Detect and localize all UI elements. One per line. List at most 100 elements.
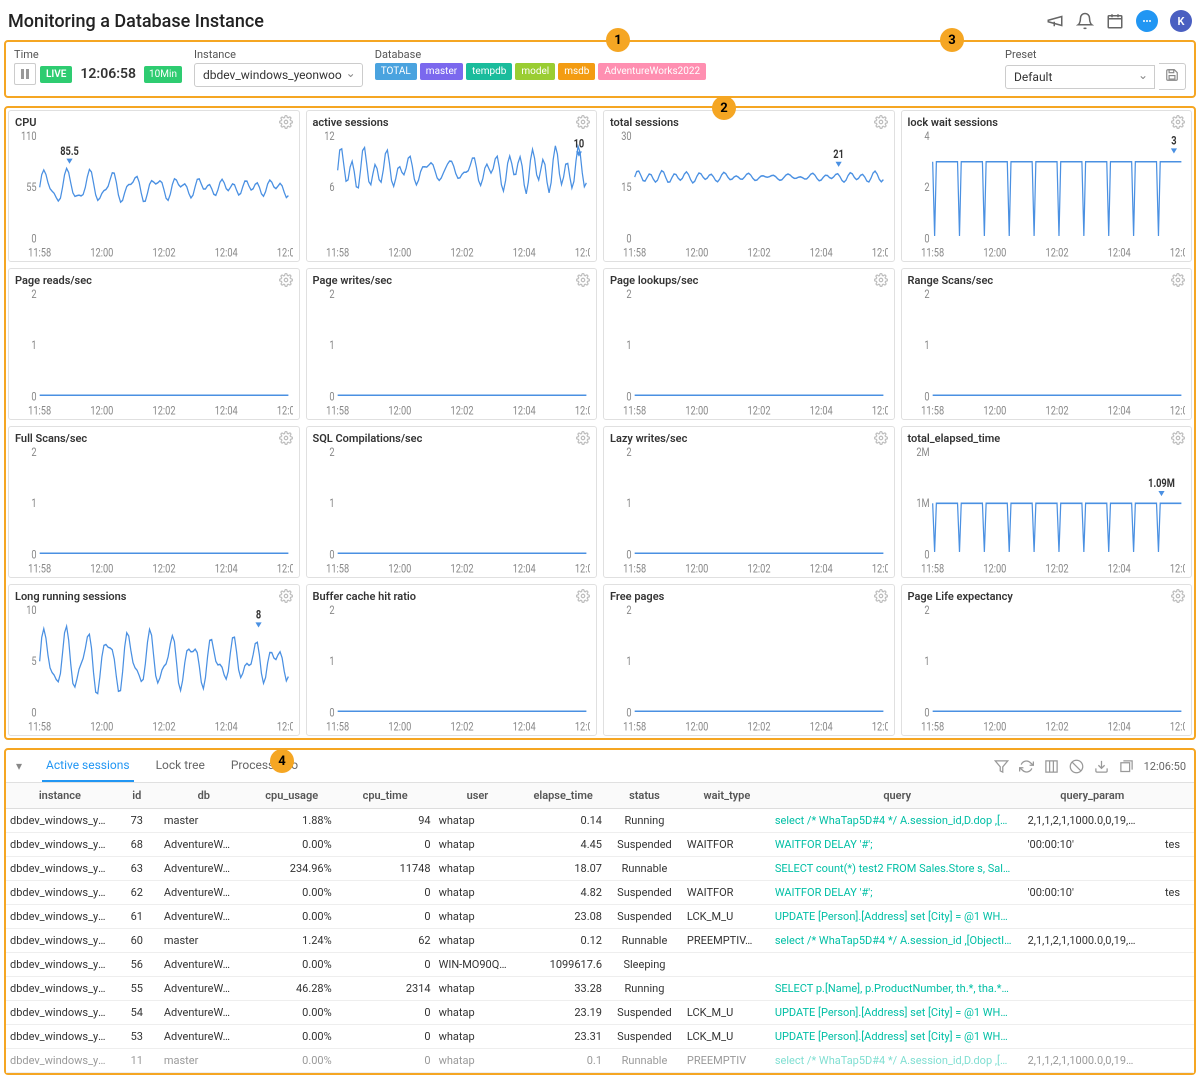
query-link[interactable]: UPDATE [Person].[Address] set [City] = @…	[775, 910, 1008, 923]
svg-text:12:02: 12:02	[450, 561, 473, 575]
preset-select[interactable]: Default	[1005, 65, 1155, 89]
svg-text:2: 2	[924, 605, 929, 617]
table-cell: '00:00:10'	[1024, 833, 1161, 857]
chat-icon[interactable]	[1136, 10, 1158, 32]
block-icon[interactable]	[1069, 759, 1084, 774]
table-row[interactable]: dbdev_windows_yeon62AdventureW…0.00%0wha…	[6, 881, 1194, 905]
gear-icon[interactable]	[279, 115, 293, 129]
svg-text:12:00: 12:00	[685, 403, 708, 417]
svg-text:0: 0	[626, 231, 631, 245]
table-header[interactable]: db	[160, 783, 248, 809]
query-link[interactable]: SELECT p.[Name], p.ProductNumber, th.*, …	[775, 982, 1009, 995]
avatar[interactable]: K	[1170, 10, 1192, 32]
gear-icon[interactable]	[576, 431, 590, 445]
query-link[interactable]: select /* WhaTap5D#4 */ A.session_id ,[O…	[775, 934, 1012, 947]
table-cell: Suspended	[606, 1001, 683, 1025]
table-header[interactable]: wait_type	[683, 783, 771, 809]
query-link[interactable]: WAITFOR DELAY '#';	[775, 838, 873, 851]
table-row[interactable]: dbdev_windows_yeon73master1.88%94whatap0…	[6, 809, 1194, 833]
pause-button[interactable]	[14, 63, 36, 85]
table-header[interactable]: status	[606, 783, 683, 809]
toolbar: Time LIVE 12:06:58 10Min Instance dbdev_…	[4, 40, 1196, 98]
gear-icon[interactable]	[874, 115, 888, 129]
gear-icon[interactable]	[279, 589, 293, 603]
db-badge[interactable]: master	[420, 63, 463, 80]
svg-text:10: 10	[573, 137, 584, 151]
svg-text:12:06: 12:06	[277, 719, 293, 733]
table-header[interactable]: query	[771, 783, 1024, 809]
table-cell: 23.19	[520, 1001, 606, 1025]
gear-icon[interactable]	[874, 273, 888, 287]
table-header[interactable]	[1161, 783, 1194, 809]
gear-icon[interactable]	[576, 589, 590, 603]
bell-icon[interactable]	[1076, 12, 1094, 30]
download-icon[interactable]	[1094, 759, 1109, 774]
db-badge[interactable]: TOTAL	[375, 63, 417, 80]
table-header[interactable]: elapse_time	[520, 783, 606, 809]
chart-title: Lazy writes/sec	[610, 432, 687, 445]
popout-icon[interactable]	[1119, 759, 1134, 774]
svg-text:11:58: 11:58	[326, 719, 349, 733]
table-header[interactable]: cpu_time	[336, 783, 435, 809]
gear-icon[interactable]	[1171, 589, 1185, 603]
table-header[interactable]: query_param	[1024, 783, 1161, 809]
db-badge[interactable]: AdventureWorks2022	[598, 63, 706, 80]
gear-icon[interactable]	[1171, 115, 1185, 129]
table-cell	[1024, 977, 1161, 1001]
tab[interactable]: Lock tree	[152, 750, 209, 782]
db-badge[interactable]: msdb	[558, 63, 595, 80]
query-link[interactable]: select /* WhaTap5D#4 */ A.session_id,D.d…	[775, 814, 1007, 827]
announce-icon[interactable]	[1046, 12, 1064, 30]
tab[interactable]: Active sessions	[42, 750, 134, 782]
table-row[interactable]: dbdev_windows_yeon55AdventureW…46.28%231…	[6, 977, 1194, 1001]
table-header[interactable]: user	[435, 783, 521, 809]
table-cell: 4.82	[520, 881, 606, 905]
chart-card: CPU 055110 85.5 11:5812:0012:0212:0412:0…	[8, 110, 300, 262]
query-link[interactable]: SELECT count(*) test2 FROM Sales.Store s…	[775, 862, 1010, 875]
gear-icon[interactable]	[279, 273, 293, 287]
table-cell: Runnable	[606, 929, 683, 953]
collapse-icon[interactable]: ▾	[14, 753, 24, 779]
svg-text:12:02: 12:02	[153, 561, 176, 575]
query-link[interactable]: UPDATE [Person].[Address] set [City] = @…	[775, 1006, 1008, 1019]
gear-icon[interactable]	[1171, 431, 1185, 445]
table-header[interactable]: id	[114, 783, 160, 809]
db-badge[interactable]: tempdb	[466, 63, 512, 80]
table-row[interactable]: dbdev_windows_yeon56AdventureW…0.00%0WIN…	[6, 953, 1194, 977]
save-preset-button[interactable]	[1159, 63, 1186, 90]
db-badge[interactable]: model	[515, 63, 555, 80]
table-cell: 0	[336, 881, 435, 905]
table-row[interactable]: dbdev_windows_yeon54AdventureW…0.00%0wha…	[6, 1001, 1194, 1025]
table-header[interactable]: cpu_usage	[248, 783, 336, 809]
table-header[interactable]: instance	[6, 783, 114, 809]
svg-text:12:04: 12:04	[810, 403, 833, 417]
table-row[interactable]: dbdev_windows_yeon53AdventureW…0.00%0wha…	[6, 1025, 1194, 1049]
filter-icon[interactable]	[994, 759, 1009, 774]
gear-icon[interactable]	[279, 431, 293, 445]
svg-text:0: 0	[924, 705, 929, 719]
gear-icon[interactable]	[576, 273, 590, 287]
refresh-icon[interactable]	[1019, 759, 1034, 774]
query-link[interactable]: WAITFOR DELAY '#';	[775, 886, 873, 899]
gear-icon[interactable]	[874, 431, 888, 445]
svg-text:12:00: 12:00	[983, 561, 1006, 575]
svg-text:12:02: 12:02	[1045, 403, 1068, 417]
table-row[interactable]: dbdev_windows_yeon11master0.00%0whatap0.…	[6, 1049, 1194, 1073]
query-link[interactable]: UPDATE [Person].[Address] set [City] = @…	[775, 1030, 1008, 1043]
chart-card: total_elapsed_time 01M2M 1.09M 11:5812:0…	[901, 426, 1193, 578]
gear-icon[interactable]	[1171, 273, 1185, 287]
table-row[interactable]: dbdev_windows_yeon68AdventureW…0.00%0wha…	[6, 833, 1194, 857]
table-cell: dbdev_windows_yeon	[6, 929, 114, 953]
chart-title: Range Scans/sec	[908, 274, 994, 287]
chart-card: lock wait sessions 024 3 11:5812:0012:02…	[901, 110, 1193, 262]
gear-icon[interactable]	[576, 115, 590, 129]
table-row[interactable]: dbdev_windows_yeon60master1.24%62whatap0…	[6, 929, 1194, 953]
calendar-icon[interactable]	[1106, 12, 1124, 30]
svg-text:12:06: 12:06	[574, 245, 590, 259]
gear-icon[interactable]	[874, 589, 888, 603]
columns-icon[interactable]	[1044, 759, 1059, 774]
table-row[interactable]: dbdev_windows_yeon61AdventureW…0.00%0wha…	[6, 905, 1194, 929]
chart-card: Page Life expectancy 012 11:5812:0012:02…	[901, 584, 1193, 736]
table-row[interactable]: dbdev_windows_yeon63AdventureW…234.96%11…	[6, 857, 1194, 881]
instance-select[interactable]: dbdev_windows_yeonwoo	[194, 63, 363, 87]
